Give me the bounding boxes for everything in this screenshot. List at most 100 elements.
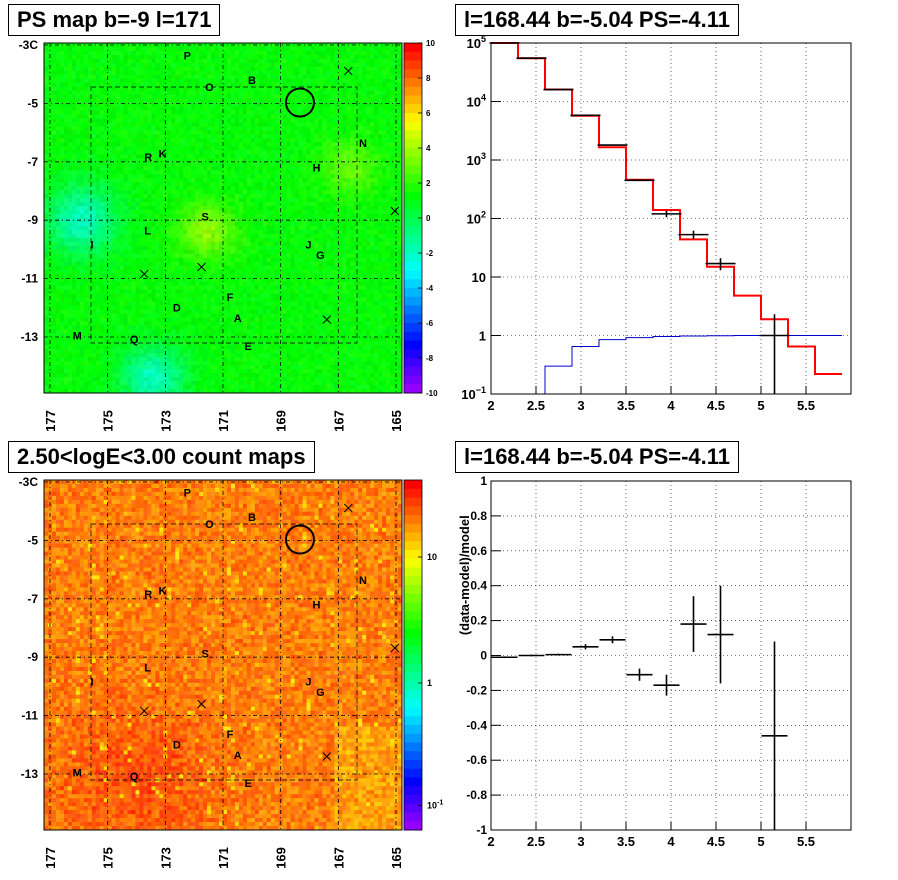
ps-map-cell [374,94,379,100]
ps-map-cell [219,138,224,143]
ps-map-cell [155,54,160,60]
ps-map-cell [390,142,395,147]
ps-map-cell [119,46,124,52]
ps-map-cell [246,174,252,179]
ps-map-cell [294,190,299,195]
ps-map-cell [386,174,391,179]
ps-map-cell [262,98,268,104]
ps-map-cell [179,186,184,191]
ps-map-cell [382,182,387,187]
ps-map-cell [278,50,284,56]
ps-map-cell [334,94,339,100]
ps-map-cell [139,118,144,123]
ps-map-cell [382,166,387,171]
ps-map-cell [230,237,236,243]
ps-map-cell [207,190,212,195]
ps-map-cell [254,150,260,155]
ps-map-cell [282,182,288,187]
ps-map-cell [131,138,136,143]
ps-map-cell [350,134,355,139]
ps-map-cell [135,218,140,223]
ps-map-cell [79,106,85,112]
ps-map-cell [183,166,188,171]
ps-map-cell [183,106,188,112]
ps-map-cell [262,122,268,127]
ps-map-cell [350,118,355,123]
ps-map-cell [314,98,319,104]
ps-map-cell [171,221,176,227]
ps-map-cell [127,86,132,92]
ps-map-cell [242,70,248,76]
ps-map-cell [103,114,109,119]
ps-map-cell [91,198,97,203]
ps-map-cell [159,241,164,247]
ps-map-cell [282,150,288,155]
ps-map-cell [115,118,120,123]
ps-map-cell [223,249,228,255]
ps-map-cell [350,90,355,96]
ps-map-cell [44,66,49,72]
ps-map-cell [346,206,351,211]
ps-map-cell [378,46,383,52]
ps-map-cell [67,253,73,259]
ps-map-cell [254,134,260,139]
ps-map-cell [103,43,109,48]
ps-map-cell [175,66,180,72]
ps-map-cell [191,237,196,243]
ps-map-cell [135,114,140,119]
ps-map-cell [119,138,124,143]
ps-map-cell [143,70,148,76]
ps-map-cell [390,62,395,68]
ps-map-cell [119,166,124,171]
ps-map-cell [163,237,168,243]
ps-map-cell [83,82,89,88]
ps-map-cell [95,94,101,100]
ps-map-cell [362,142,367,147]
ps-map-cell [374,249,379,255]
ps-map-cell [270,198,276,203]
ps-map-cell [135,198,140,203]
ps-map-cell [155,142,160,147]
ps-map-cell [390,98,395,104]
ps-map-cell [338,186,343,191]
ps-map-cell [119,214,124,219]
ps-map-cell [195,245,200,251]
ps-map-cell [175,210,180,215]
ps-map-cell [99,186,105,191]
ps-map-cell [115,221,120,227]
ps-map-cell [103,249,109,255]
ps-map-cell [215,122,220,127]
ps-map-cell [382,94,387,100]
ps-map-cell [91,237,97,243]
ps-map-cell [99,178,105,183]
ps-map-cell [51,134,57,139]
ps-map-cell [131,178,136,183]
ps-map-cell [270,237,276,243]
ps-map-cell [226,126,232,131]
ps-map-cell [362,253,367,259]
ps-map-cell [91,46,97,52]
ps-map-cell [334,58,339,64]
ps-map-cell [298,90,303,96]
ps-map-cell [382,134,387,139]
ps-map-cell [342,62,347,68]
ps-map-cell [286,182,292,187]
ps-map-cell [51,43,57,48]
ps-map-cell [226,70,232,76]
ps-map-cell [370,249,375,255]
ps-map-cell [167,221,172,227]
ps-map-cell [246,257,252,263]
ps-map-cell [71,43,77,48]
ps-map-cell [71,182,77,187]
ps-map-cell [51,190,57,195]
ps-map-cell [147,102,152,108]
ps-map-cell [67,190,73,195]
ps-map-cell [59,261,65,267]
ps-map-cell [354,82,359,88]
ps-map-cell [382,178,387,183]
ps-map-cell [370,221,375,227]
ps-map-cell [91,43,97,48]
ps-map-cell [203,150,208,155]
ps-map-cell [199,82,204,88]
ps-map-cell [207,261,212,267]
